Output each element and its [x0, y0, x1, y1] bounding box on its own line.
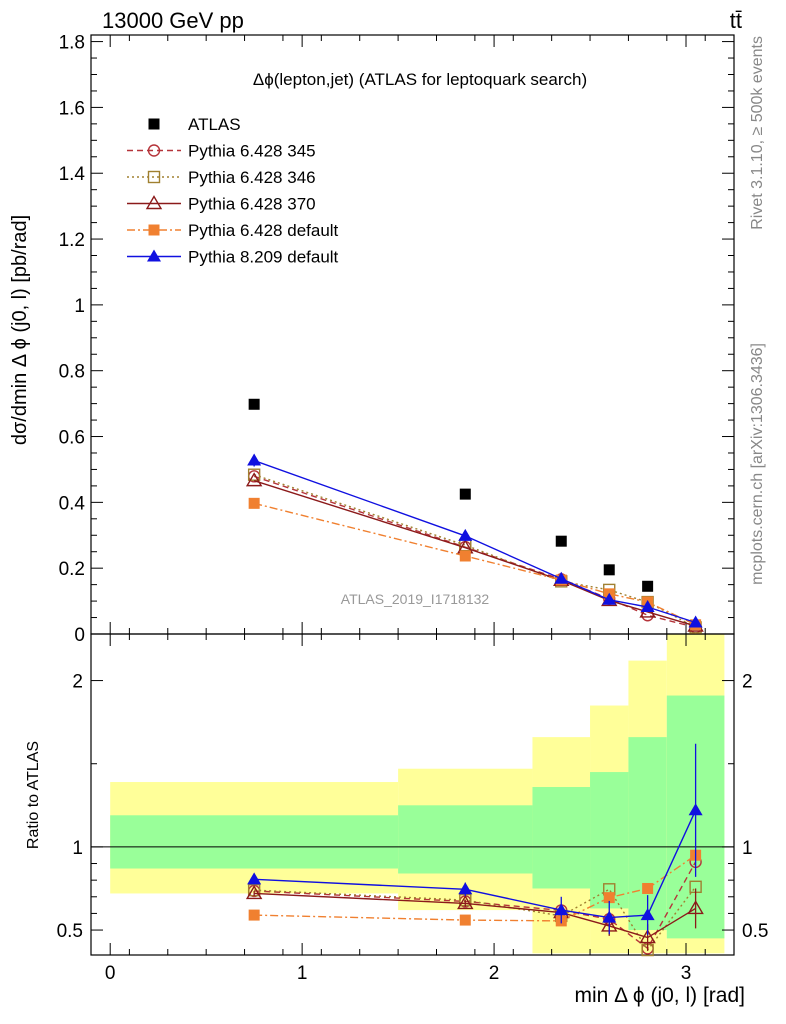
main-data-point: [459, 488, 471, 500]
ratio-series-line: [254, 886, 697, 952]
ratio-data-point: [687, 900, 704, 915]
ratio-plot-frame: [90, 633, 735, 956]
x-tick-label: 3: [681, 963, 692, 984]
legend: ATLAS Pythia 6.428 345 Pythia 6.428 346 Pyt…: [127, 115, 339, 267]
ratio-data-point: [457, 895, 474, 910]
ratio-data-point: [248, 909, 260, 921]
analysis-id: ATLAS_2019_I1718132: [341, 591, 490, 607]
legend-marker: [147, 249, 161, 262]
main-data-point: [245, 472, 263, 487]
legend-marker: [145, 195, 163, 210]
inner-band-bin: [590, 772, 629, 909]
main-data-point: [688, 615, 703, 628]
main-y-tick-label: 0.2: [59, 559, 85, 580]
inner-band-bin: [110, 815, 399, 869]
legend-label: Pythia 8.209 default: [188, 248, 339, 267]
main-y-tick-label: 1.4: [59, 164, 86, 185]
ratio-y-tick-label: 2: [72, 672, 83, 693]
main-data-point: [602, 592, 617, 605]
main-data-point: [603, 564, 615, 576]
ratio-data-point: [602, 910, 617, 923]
ratio-series-line: [254, 861, 697, 950]
ratio-data-point: [640, 908, 655, 921]
main-series-line: [253, 502, 696, 626]
main-data-point: [247, 468, 261, 481]
legend-label: Pythia 6.428 345: [188, 142, 316, 161]
data-series: [245, 398, 704, 957]
ratio-y-tick-label-right: 2: [742, 672, 753, 693]
main-data-point: [248, 398, 260, 410]
main-data-point: [555, 535, 567, 547]
main-data-point: [247, 453, 262, 466]
ratio-y-axis-label: Ratio to ATLAS: [25, 741, 42, 849]
ratio-y-tick-label-right: 1: [742, 838, 753, 859]
main-series-line: [253, 459, 696, 624]
process-label: tt̄: [730, 8, 742, 33]
ratio-data-point: [639, 929, 656, 944]
legend-marker: [147, 144, 161, 157]
main-data-point: [459, 550, 471, 562]
main-y-tick-label: 0.6: [59, 428, 85, 449]
main-y-tick-label: 0.4: [59, 493, 86, 514]
legend-marker: [147, 170, 161, 184]
ratio-series-line: [254, 810, 697, 919]
x-axis-label: min Δ ϕ (j0, l) [rad]: [575, 984, 746, 1007]
main-data-point: [640, 600, 655, 613]
main-y-axis-label: dσ/dmin Δ ϕ (j0, l) [pb/rad]: [9, 215, 31, 445]
legend-marker: [148, 224, 160, 236]
legend-label: ATLAS: [188, 115, 241, 134]
inner-band-bin: [398, 805, 533, 874]
uncertainty-bands: [110, 634, 725, 954]
main-data-point: [554, 571, 569, 584]
legend-label: Pythia 6.428 346: [188, 168, 316, 187]
rivet-note: Rivet 3.1.10, ≥ 500k events: [749, 36, 766, 230]
main-plot-title: Δϕ(lepton,jet) (ATLAS for leptoquark sea…: [253, 70, 587, 89]
legend-label: Pythia 6.428 default: [188, 221, 339, 240]
ratio-data-point: [247, 872, 262, 885]
ratio-data-point: [459, 914, 471, 926]
mcplots-note: mcplots.cern.ch [arXiv:1306.3436]: [749, 343, 766, 585]
main-y-tick-label: 1.8: [59, 33, 85, 54]
main-data-point: [458, 528, 473, 541]
main-series-line: [253, 479, 696, 627]
ratio-data-point: [642, 882, 654, 894]
x-tick-label: 2: [489, 963, 500, 984]
energy-label: 13000 GeV pp: [102, 8, 244, 33]
axes: 0 0.2 0.4 0.6 0.8 1 1.2 1.4 1.6 1.8 0.5 0.5 1 1 2 2 0 1 2 3: [57, 33, 769, 984]
main-y-tick-label: 1: [74, 296, 85, 317]
main-y-tick-label: 1.6: [59, 98, 85, 119]
x-tick-label: 0: [105, 963, 116, 984]
ratio-data-point: [603, 892, 615, 904]
x-tick-label: 1: [297, 963, 308, 984]
main-y-tick-label: 0.8: [59, 362, 85, 383]
legend-label: Pythia 6.428 370: [188, 195, 316, 214]
main-y-tick-label: 1.2: [59, 230, 85, 251]
main-data-point: [248, 497, 260, 509]
inner-band-bin: [532, 787, 591, 889]
ratio-series-line: [254, 892, 696, 939]
ratio-data-point: [554, 903, 569, 916]
ratio-y-tick-label: 0.5: [57, 921, 83, 942]
ratio-data-point: [458, 882, 473, 895]
ratio-data-point: [688, 803, 703, 816]
ratio-y-tick-label-right: 0.5: [742, 921, 768, 942]
legend-marker: [148, 118, 160, 130]
main-data-point: [642, 580, 654, 592]
ratio-y-tick-label: 1: [72, 838, 83, 859]
main-y-tick-label: 0: [74, 625, 85, 646]
main-series-line: [253, 474, 696, 629]
ratio-data-point: [245, 885, 263, 900]
